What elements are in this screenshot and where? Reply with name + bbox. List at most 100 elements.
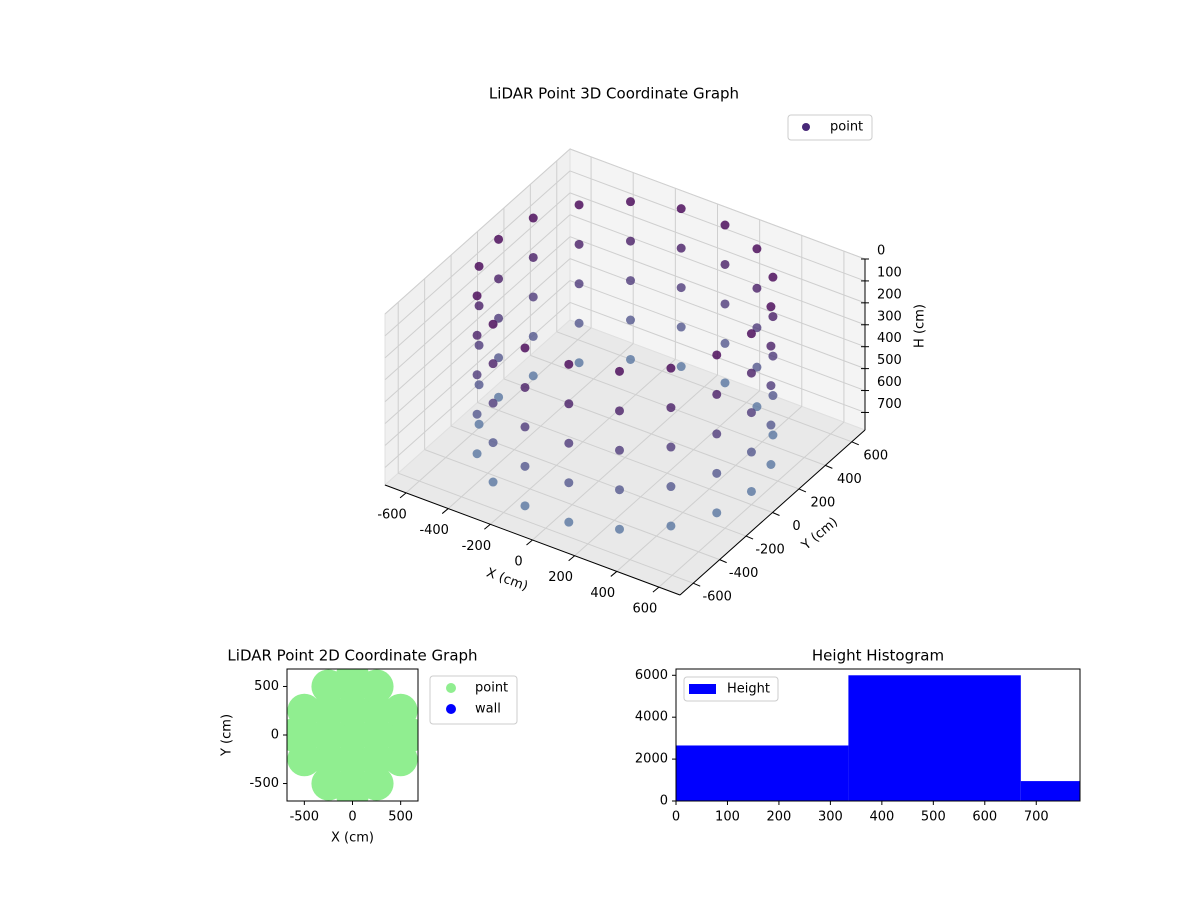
point (720, 220, 730, 230)
point (746, 329, 756, 339)
frame (675, 668, 1081, 802)
x-axis-line (384, 484, 681, 596)
x-tick-label: -600 (377, 507, 407, 522)
point (488, 438, 498, 448)
point (626, 315, 635, 325)
point (474, 301, 484, 311)
x-tick (441, 508, 449, 514)
y-tick-label: 4000 (635, 710, 668, 725)
y-tick-label: 6000 (635, 668, 668, 683)
grid-line (384, 236, 571, 403)
x-tick-label: 0 (672, 810, 680, 825)
point (752, 323, 762, 333)
point (666, 403, 676, 413)
point (528, 371, 538, 381)
point (666, 482, 676, 492)
point (335, 693, 370, 728)
y-tick-label: -400 (729, 566, 759, 581)
y-tick (693, 582, 701, 587)
point (766, 381, 776, 391)
point (472, 370, 482, 380)
point (712, 468, 722, 478)
grid-line (384, 280, 571, 446)
y-tick-label: 0 (271, 728, 279, 743)
x-tick-label: 600 (972, 810, 997, 825)
point (752, 244, 762, 254)
legend-label: point (830, 120, 863, 135)
x-tick-label: 200 (767, 810, 792, 825)
x-tick-label: 0 (514, 555, 522, 570)
grid-line (569, 148, 866, 260)
point (520, 501, 530, 511)
point (359, 742, 394, 777)
point (472, 409, 482, 419)
x-tick-label: 600 (633, 602, 658, 617)
x-tick (568, 555, 575, 562)
y-axis-line (679, 429, 866, 596)
chart-title: Height Histogram (812, 647, 944, 665)
x-tick-label: 0 (348, 810, 356, 825)
grid-line (569, 280, 866, 392)
point (746, 486, 756, 496)
point (564, 399, 574, 409)
x-tick-label: 400 (590, 586, 615, 601)
point (746, 408, 756, 418)
point (676, 204, 686, 214)
point (311, 742, 346, 777)
point (712, 389, 722, 399)
legend-box (683, 676, 779, 702)
x-tick-label: 200 (548, 570, 573, 585)
y-tick (772, 512, 780, 516)
point (520, 422, 530, 432)
z-tick-label: 300 (877, 309, 902, 324)
grid-line (530, 354, 826, 466)
point (615, 485, 624, 495)
grid-line (424, 449, 720, 561)
point (520, 382, 530, 392)
z-tick-label: 100 (877, 265, 902, 280)
point (335, 776, 370, 801)
legend-marker (446, 683, 456, 693)
point (574, 239, 584, 249)
y-tick (851, 441, 859, 446)
point (311, 718, 346, 752)
y-tick-label: -600 (702, 590, 732, 605)
point (488, 477, 498, 487)
x-tick-label: 700 (1024, 810, 1049, 825)
x-tick-label: -400 (419, 523, 449, 538)
y-tick-label: 2000 (635, 752, 668, 767)
legend-marker (802, 123, 810, 131)
point (626, 276, 635, 286)
point (472, 449, 482, 459)
legend-label: Height (727, 682, 770, 697)
point (768, 430, 778, 440)
point (766, 341, 776, 351)
y-tick (825, 464, 833, 469)
point (335, 718, 370, 752)
point (311, 693, 346, 728)
point (564, 517, 574, 527)
x-tick-label: -200 (462, 539, 492, 554)
x-tick-label: 100 (715, 810, 740, 825)
point (768, 391, 778, 401)
point (383, 693, 418, 728)
x-tick (610, 571, 618, 577)
point (574, 279, 584, 289)
x-tick (526, 539, 533, 546)
y-tick-label: 500 (254, 679, 279, 694)
point (766, 302, 776, 312)
x-tick-label: 500 (921, 810, 946, 825)
y-tick-label: 600 (863, 448, 888, 463)
point (520, 461, 530, 471)
grid-line (569, 236, 866, 348)
grid-line (384, 192, 571, 359)
y-tick-label: 200 (811, 495, 836, 510)
point (712, 350, 722, 360)
point (676, 243, 686, 253)
grid-line (556, 331, 852, 443)
legend-box (787, 114, 873, 141)
point (720, 378, 730, 388)
z-tick-label: 600 (877, 375, 902, 390)
point (746, 447, 756, 457)
point (712, 508, 722, 518)
